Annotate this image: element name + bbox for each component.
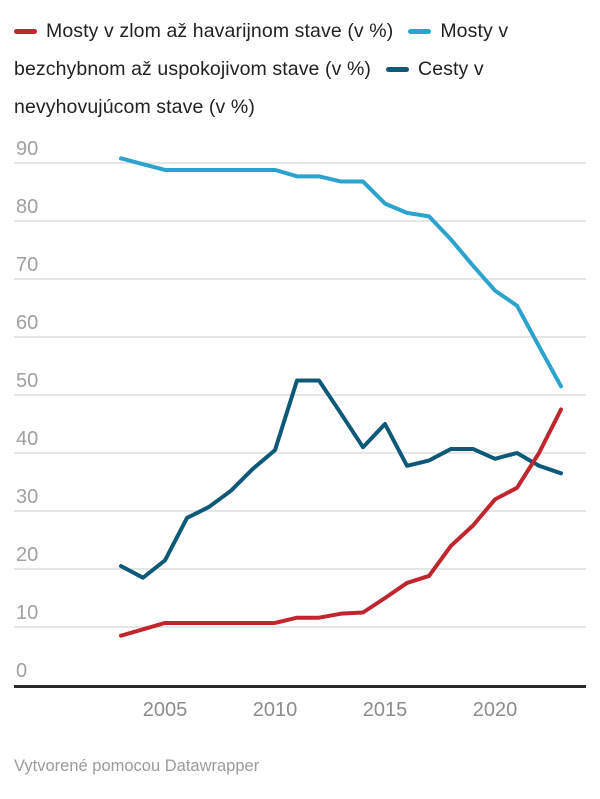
y-tick-label: 60: [16, 312, 38, 334]
datawrapper-credit: Vytvorené pomocou Datawrapper: [14, 757, 260, 775]
legend-item: ⁠Mosty v bezchybnom až uspokojivom stave…: [14, 20, 508, 80]
legend-label: ⁠Mosty v zlom až havarijnom stave (v %): [46, 20, 394, 42]
legend-item: ⁠Mosty v zlom až havarijnom stave (v %): [14, 20, 393, 42]
legend-label: ⁠Cesty v nevyhovujúcom stave (v %): [14, 58, 484, 118]
legend: ⁠Mosty v zlom až havarijnom stave (v %)⁠…: [14, 12, 586, 126]
y-tick-label: 80: [16, 196, 38, 218]
x-tick-label: 2010: [253, 699, 298, 721]
legend-dash-icon: [14, 29, 37, 34]
y-tick-label: 20: [16, 544, 38, 566]
y-tick-label: 90: [16, 138, 38, 160]
x-tick-label: 2015: [363, 699, 408, 721]
y-tick-label: 70: [16, 254, 38, 276]
y-tick-label: 30: [16, 486, 38, 508]
y-tick-label: 40: [16, 428, 38, 450]
y-tick-label: 50: [16, 370, 38, 392]
x-tick-label: 2020: [473, 699, 518, 721]
legend-dash-icon: [408, 29, 432, 34]
y-tick-label: 0: [16, 660, 27, 682]
y-tick-label: 10: [16, 602, 38, 624]
legend-item: ⁠Cesty v nevyhovujúcom stave (v %): [14, 58, 484, 118]
series-line: [119, 378, 563, 580]
legend-dash-icon: [386, 67, 410, 72]
series-line: [119, 407, 563, 638]
series-line: [119, 156, 563, 389]
legend-label: ⁠Mosty v bezchybnom až uspokojivom stave…: [14, 20, 509, 80]
x-tick-label: 2005: [143, 699, 188, 721]
